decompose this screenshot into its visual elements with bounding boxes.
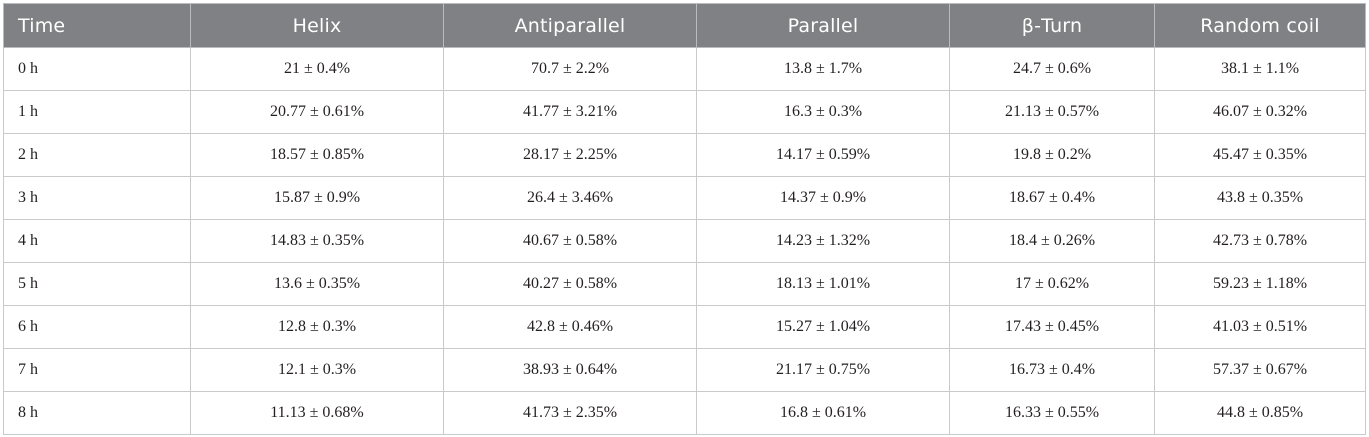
cell-parallel: 16.8 ± 0.61% xyxy=(696,391,950,435)
cell-time: 6 h xyxy=(3,305,191,349)
cell-random-coil: 42.73 ± 0.78% xyxy=(1154,219,1366,263)
cell-antiparallel: 41.73 ± 2.35% xyxy=(443,391,697,435)
cell-random-coil: 45.47 ± 0.35% xyxy=(1154,133,1366,177)
cell-random-coil: 38.1 ± 1.1% xyxy=(1154,47,1366,91)
table-row: 0 h 21 ± 0.4% 70.7 ± 2.2% 13.8 ± 1.7% 24… xyxy=(3,47,1366,91)
cell-helix: 12.1 ± 0.3% xyxy=(190,348,444,392)
cell-helix: 14.83 ± 0.35% xyxy=(190,219,444,263)
cell-parallel: 14.17 ± 0.59% xyxy=(696,133,950,177)
cell-random-coil: 59.23 ± 1.18% xyxy=(1154,262,1366,306)
cell-random-coil: 41.03 ± 0.51% xyxy=(1154,305,1366,349)
cell-beta-turn: 16.33 ± 0.55% xyxy=(949,391,1155,435)
cell-helix: 13.6 ± 0.35% xyxy=(190,262,444,306)
cell-antiparallel: 40.27 ± 0.58% xyxy=(443,262,697,306)
cell-antiparallel: 70.7 ± 2.2% xyxy=(443,47,697,91)
cell-antiparallel: 28.17 ± 2.25% xyxy=(443,133,697,177)
cell-parallel: 16.3 ± 0.3% xyxy=(696,90,950,134)
table-row: 4 h 14.83 ± 0.35% 40.67 ± 0.58% 14.23 ± … xyxy=(3,219,1366,263)
cell-parallel: 21.17 ± 0.75% xyxy=(696,348,950,392)
cell-antiparallel: 26.4 ± 3.46% xyxy=(443,176,697,220)
table-body: 0 h 21 ± 0.4% 70.7 ± 2.2% 13.8 ± 1.7% 24… xyxy=(3,47,1366,435)
cell-random-coil: 57.37 ± 0.67% xyxy=(1154,348,1366,392)
cell-time: 2 h xyxy=(3,133,191,177)
cell-time: 8 h xyxy=(3,391,191,435)
table-row: 5 h 13.6 ± 0.35% 40.27 ± 0.58% 18.13 ± 1… xyxy=(3,262,1366,306)
table-header: Time Helix Antiparallel Parallel β-Turn … xyxy=(3,3,1366,48)
cell-helix: 20.77 ± 0.61% xyxy=(190,90,444,134)
table-container: Time Helix Antiparallel Parallel β-Turn … xyxy=(3,3,1366,435)
cell-beta-turn: 17 ± 0.62% xyxy=(949,262,1155,306)
cell-helix: 18.57 ± 0.85% xyxy=(190,133,444,177)
cell-random-coil: 46.07 ± 0.32% xyxy=(1154,90,1366,134)
column-header-helix: Helix xyxy=(190,3,444,48)
cell-time: 0 h xyxy=(3,47,191,91)
cell-helix: 12.8 ± 0.3% xyxy=(190,305,444,349)
cell-helix: 15.87 ± 0.9% xyxy=(190,176,444,220)
column-header-time: Time xyxy=(3,3,191,48)
cell-beta-turn: 16.73 ± 0.4% xyxy=(949,348,1155,392)
cell-random-coil: 43.8 ± 0.35% xyxy=(1154,176,1366,220)
cell-parallel: 14.37 ± 0.9% xyxy=(696,176,950,220)
cell-parallel: 15.27 ± 1.04% xyxy=(696,305,950,349)
cell-parallel: 18.13 ± 1.01% xyxy=(696,262,950,306)
cell-beta-turn: 18.4 ± 0.26% xyxy=(949,219,1155,263)
cell-time: 3 h xyxy=(3,176,191,220)
table-row: 1 h 20.77 ± 0.61% 41.77 ± 3.21% 16.3 ± 0… xyxy=(3,90,1366,134)
cell-beta-turn: 17.43 ± 0.45% xyxy=(949,305,1155,349)
cell-beta-turn: 24.7 ± 0.6% xyxy=(949,47,1155,91)
table-row: 2 h 18.57 ± 0.85% 28.17 ± 2.25% 14.17 ± … xyxy=(3,133,1366,177)
cell-beta-turn: 19.8 ± 0.2% xyxy=(949,133,1155,177)
cell-antiparallel: 40.67 ± 0.58% xyxy=(443,219,697,263)
cell-beta-turn: 21.13 ± 0.57% xyxy=(949,90,1155,134)
column-header-beta-turn: β-Turn xyxy=(949,3,1155,48)
cell-random-coil: 44.8 ± 0.85% xyxy=(1154,391,1366,435)
cell-parallel: 13.8 ± 1.7% xyxy=(696,47,950,91)
table-row: 7 h 12.1 ± 0.3% 38.93 ± 0.64% 21.17 ± 0.… xyxy=(3,348,1366,392)
cell-time: 4 h xyxy=(3,219,191,263)
column-header-parallel: Parallel xyxy=(696,3,950,48)
cell-helix: 21 ± 0.4% xyxy=(190,47,444,91)
cell-parallel: 14.23 ± 1.32% xyxy=(696,219,950,263)
column-header-random-coil: Random coil xyxy=(1154,3,1366,48)
table-row: 3 h 15.87 ± 0.9% 26.4 ± 3.46% 14.37 ± 0.… xyxy=(3,176,1366,220)
cell-antiparallel: 41.77 ± 3.21% xyxy=(443,90,697,134)
cell-time: 7 h xyxy=(3,348,191,392)
secondary-structure-table: Time Helix Antiparallel Parallel β-Turn … xyxy=(3,3,1366,435)
table-row: 8 h 11.13 ± 0.68% 41.73 ± 2.35% 16.8 ± 0… xyxy=(3,391,1366,435)
table-row: 6 h 12.8 ± 0.3% 42.8 ± 0.46% 15.27 ± 1.0… xyxy=(3,305,1366,349)
cell-beta-turn: 18.67 ± 0.4% xyxy=(949,176,1155,220)
cell-helix: 11.13 ± 0.68% xyxy=(190,391,444,435)
column-header-antiparallel: Antiparallel xyxy=(443,3,697,48)
cell-time: 5 h xyxy=(3,262,191,306)
header-row: Time Helix Antiparallel Parallel β-Turn … xyxy=(3,3,1366,48)
cell-time: 1 h xyxy=(3,90,191,134)
cell-antiparallel: 42.8 ± 0.46% xyxy=(443,305,697,349)
cell-antiparallel: 38.93 ± 0.64% xyxy=(443,348,697,392)
